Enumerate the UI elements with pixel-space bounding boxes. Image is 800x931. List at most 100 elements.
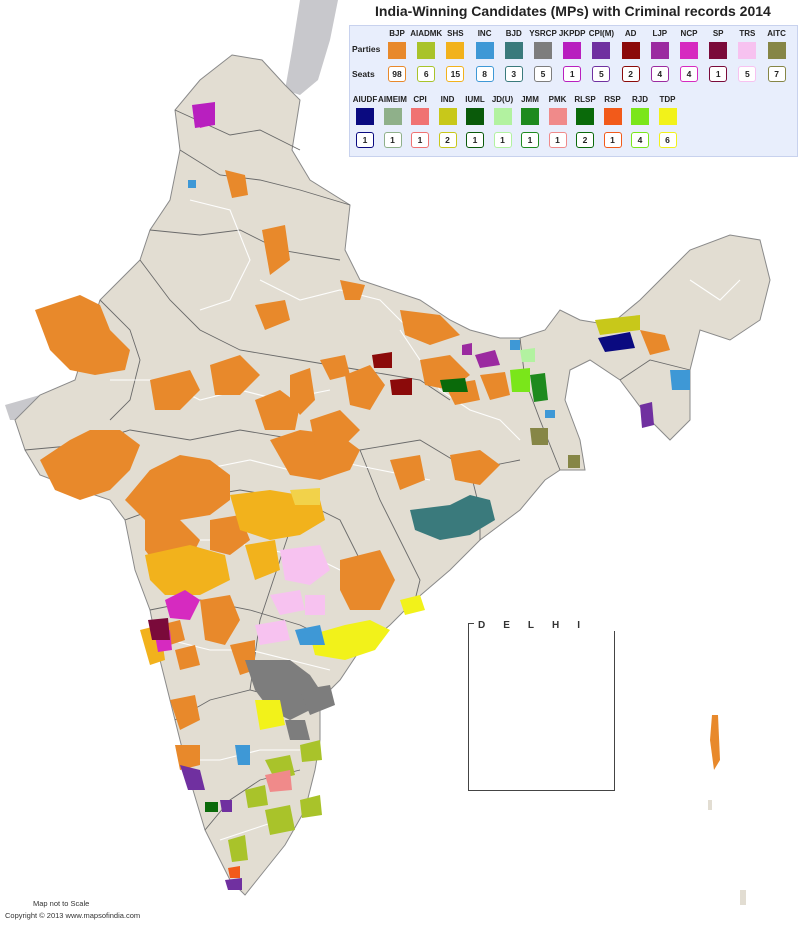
legend-party-name: JMM bbox=[521, 95, 539, 104]
legend-seat-count: 1 bbox=[548, 132, 567, 148]
legend-swatch bbox=[521, 108, 539, 125]
legend-seat-count: 3 bbox=[504, 66, 523, 82]
legend-party-name: AD bbox=[624, 29, 637, 38]
legend-party-name: BJP bbox=[389, 29, 405, 38]
legend-swatch bbox=[411, 108, 429, 125]
legend-swatch bbox=[356, 108, 374, 125]
delhi-inset-frame bbox=[468, 623, 615, 791]
legend-party-name: IND bbox=[440, 95, 455, 104]
legend-party-name: JKPDP bbox=[558, 29, 586, 38]
legend-swatch bbox=[417, 42, 436, 59]
legend-swatch bbox=[475, 42, 494, 59]
delhi-inset-title: DELHI bbox=[474, 620, 618, 631]
trs-regions bbox=[255, 545, 330, 645]
legend-party-name: BJD bbox=[505, 29, 522, 38]
legend-seat-count: 1 bbox=[603, 132, 622, 148]
scale-note: Map not to Scale bbox=[33, 899, 90, 908]
shs-regions bbox=[140, 488, 325, 665]
legend-seat-count: 1 bbox=[493, 132, 512, 148]
ysrcp-regions bbox=[245, 660, 335, 740]
legend-seat-count: 1 bbox=[356, 132, 374, 148]
legend-seat-count: 5 bbox=[738, 66, 757, 82]
rjd-regions bbox=[510, 368, 530, 392]
legend-swatch bbox=[383, 108, 402, 125]
pmk-regions bbox=[265, 770, 292, 792]
aiudf-regions bbox=[598, 332, 635, 352]
andaman-islands bbox=[708, 715, 746, 905]
legend-seat-count: 6 bbox=[417, 66, 436, 82]
tdp-regions bbox=[255, 595, 425, 730]
legend-party-name: IUML bbox=[465, 95, 485, 104]
legend-swatch bbox=[738, 42, 757, 59]
legend-seats-label: Seats bbox=[352, 69, 375, 79]
legend-party-name: SHS bbox=[447, 29, 464, 38]
jdu-regions bbox=[520, 348, 535, 362]
inc-regions bbox=[188, 180, 690, 765]
legend-party-name: SP bbox=[712, 29, 724, 38]
legend-seat-count: 4 bbox=[680, 66, 698, 82]
jmm-regions bbox=[530, 373, 548, 402]
ind-regions bbox=[595, 315, 640, 335]
legend-party-name: PMK bbox=[548, 95, 567, 104]
legend-seat-count: 7 bbox=[767, 66, 786, 82]
legend-swatch bbox=[767, 42, 786, 59]
legend-seat-count: 1 bbox=[563, 66, 582, 82]
rlsp-regions bbox=[205, 378, 468, 812]
legend-party-name: JD(U) bbox=[491, 95, 514, 104]
legend-swatch bbox=[709, 42, 728, 59]
legend-party-name: YSRCP bbox=[529, 29, 557, 38]
legend-party-name: AIUDF bbox=[352, 95, 378, 104]
legend-party-name: TRS bbox=[739, 29, 756, 38]
legend-swatch bbox=[493, 108, 512, 125]
rsp-regions bbox=[228, 866, 240, 878]
jkpdp-regions bbox=[192, 102, 215, 128]
cpim-regions bbox=[180, 402, 654, 890]
legend-party-name: RLSP bbox=[574, 95, 596, 104]
legend-seat-count: 2 bbox=[576, 132, 594, 148]
legend-swatch bbox=[563, 42, 582, 59]
legend-seat-count: 4 bbox=[631, 132, 649, 148]
legend-party-name: INC bbox=[477, 29, 492, 38]
legend-seat-count: 2 bbox=[438, 132, 457, 148]
legend-seat-count: 5 bbox=[592, 66, 611, 82]
sp-regions bbox=[148, 618, 170, 640]
legend-swatch bbox=[680, 42, 698, 59]
bjd-regions bbox=[410, 495, 495, 540]
legend-swatch bbox=[592, 42, 611, 59]
legend-seat-count: 4 bbox=[650, 66, 669, 82]
party-legend: Parties Seats BJP 98 AIADMK 6 SHS 15 INC 8 BJD 3 Y… bbox=[349, 25, 798, 157]
legend-swatch bbox=[658, 108, 677, 125]
legend-seat-count: 1 bbox=[709, 66, 728, 82]
legend-seat-count: 1 bbox=[521, 132, 539, 148]
legend-swatch bbox=[621, 42, 640, 59]
legend-swatch bbox=[504, 42, 523, 59]
legend-parties-label: Parties bbox=[352, 44, 381, 54]
neighbor-region-north bbox=[285, 0, 338, 95]
legend-swatch bbox=[388, 42, 406, 59]
legend-party-name: AIMEIM bbox=[378, 95, 407, 104]
legend-party-name: RJD bbox=[631, 95, 648, 104]
map-title: India-Winning Candidates (MPs) with Crim… bbox=[375, 3, 771, 19]
legend-seat-count: 98 bbox=[388, 66, 406, 82]
legend-seat-count: 15 bbox=[446, 66, 465, 82]
copyright: Copyright © 2013 www.mapsofindia.com bbox=[5, 911, 141, 920]
legend-seat-count: 5 bbox=[534, 66, 552, 82]
legend-swatch bbox=[650, 42, 669, 59]
legend-seat-count: 6 bbox=[658, 132, 677, 148]
legend-seat-count: 2 bbox=[621, 66, 640, 82]
legend-swatch bbox=[548, 108, 567, 125]
legend-party-name: TDP bbox=[659, 95, 676, 104]
ad-regions bbox=[372, 352, 412, 395]
legend-seat-count: 1 bbox=[466, 132, 484, 148]
legend-party-name: CPI bbox=[413, 95, 427, 104]
legend-party-name: AITC bbox=[767, 29, 786, 38]
legend-party-name: RSP bbox=[604, 95, 621, 104]
legend-party-name: LJP bbox=[652, 29, 668, 38]
legend-party-name: CPI(M) bbox=[588, 29, 615, 38]
legend-swatch bbox=[438, 108, 457, 125]
aitc-regions bbox=[530, 428, 580, 468]
legend-swatch bbox=[446, 42, 465, 59]
legend-seat-count: 1 bbox=[383, 132, 402, 148]
ljp-regions bbox=[462, 343, 500, 368]
legend-party-name: NCP bbox=[680, 29, 698, 38]
